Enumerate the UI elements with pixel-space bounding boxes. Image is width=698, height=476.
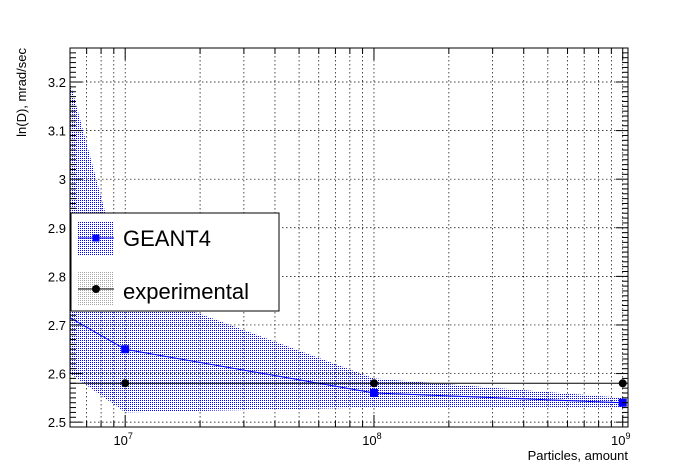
y-tick-label: 2.5 xyxy=(48,415,66,430)
x-axis-title: Particles, amount xyxy=(528,448,629,463)
x-axis-ticks: 107 108 109 xyxy=(69,48,630,448)
x-tick-label: 107 xyxy=(113,431,132,448)
y-tick-label: 2.7 xyxy=(48,318,66,333)
y-tick-label: 2.9 xyxy=(48,221,66,236)
experimental-point xyxy=(121,379,130,388)
legend-geant4-label: GEANT4 xyxy=(123,226,211,251)
legend-experimental-marker xyxy=(92,285,100,293)
y-tick-label: 3 xyxy=(59,172,66,187)
y-axis-ticks: 2.5 2.6 2.7 2.8 2.9 3 3.1 3.2 xyxy=(48,47,628,430)
geant4-point xyxy=(369,388,378,397)
y-tick-label: 2.8 xyxy=(48,269,66,284)
y-tick-label: 3.2 xyxy=(48,75,66,90)
x-tick-label: 109 xyxy=(611,431,630,448)
legend: GEANT4 experimental xyxy=(70,212,280,312)
y-tick-label: 2.6 xyxy=(48,367,66,382)
geant4-band-area xyxy=(70,82,623,413)
geant4-error-band xyxy=(70,82,623,413)
y-axis-title: ln(D), mrad/sec xyxy=(14,48,29,137)
y-tick-label: 3.1 xyxy=(48,124,66,139)
series-lines xyxy=(70,317,623,404)
legend-geant4-marker xyxy=(92,234,100,242)
experimental-point xyxy=(369,379,378,388)
geant4-line xyxy=(70,317,623,404)
legend-experimental-label: experimental xyxy=(123,279,249,304)
geant4-point xyxy=(121,345,130,354)
x-tick-label: 108 xyxy=(362,431,381,448)
